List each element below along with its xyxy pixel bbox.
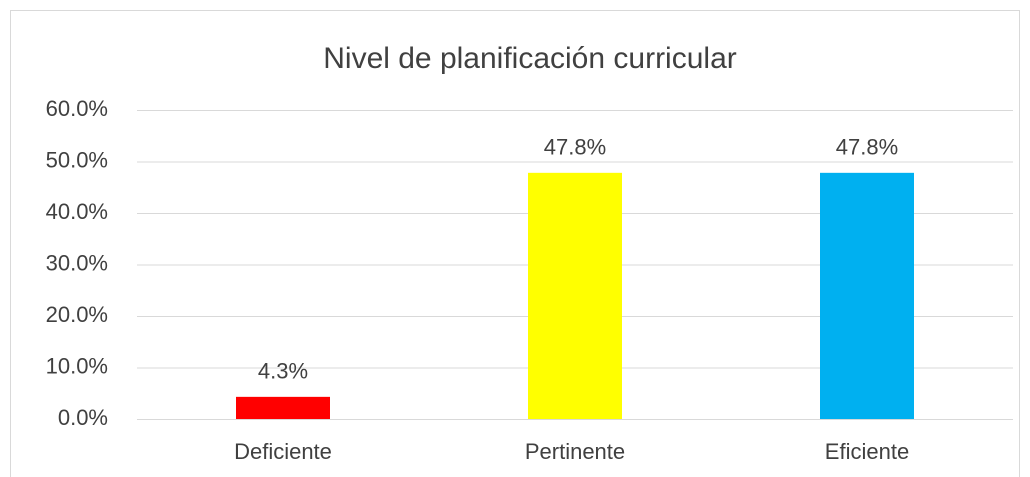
y-tick-label: 40.0% (46, 199, 108, 224)
bar (528, 172, 622, 419)
y-tick-label: 50.0% (46, 147, 108, 172)
y-tick-label: 60.0% (46, 96, 108, 121)
chart-title: Nivel de planificación curricular (323, 42, 737, 75)
bar (820, 172, 914, 419)
y-tick-label: 30.0% (46, 250, 108, 275)
data-label: 4.3% (258, 359, 308, 384)
chart-border (10, 10, 1020, 477)
y-tick-label: 20.0% (46, 302, 108, 327)
data-label: 47.8% (836, 135, 898, 160)
y-tick-label: 10.0% (46, 353, 108, 378)
data-label: 47.8% (544, 135, 606, 160)
y-tick-label: 0.0% (58, 405, 108, 430)
x-tick-label: Deficiente (234, 439, 332, 464)
x-tick-label: Eficiente (825, 439, 909, 464)
bar (236, 396, 330, 419)
x-tick-label: Pertinente (525, 439, 625, 464)
